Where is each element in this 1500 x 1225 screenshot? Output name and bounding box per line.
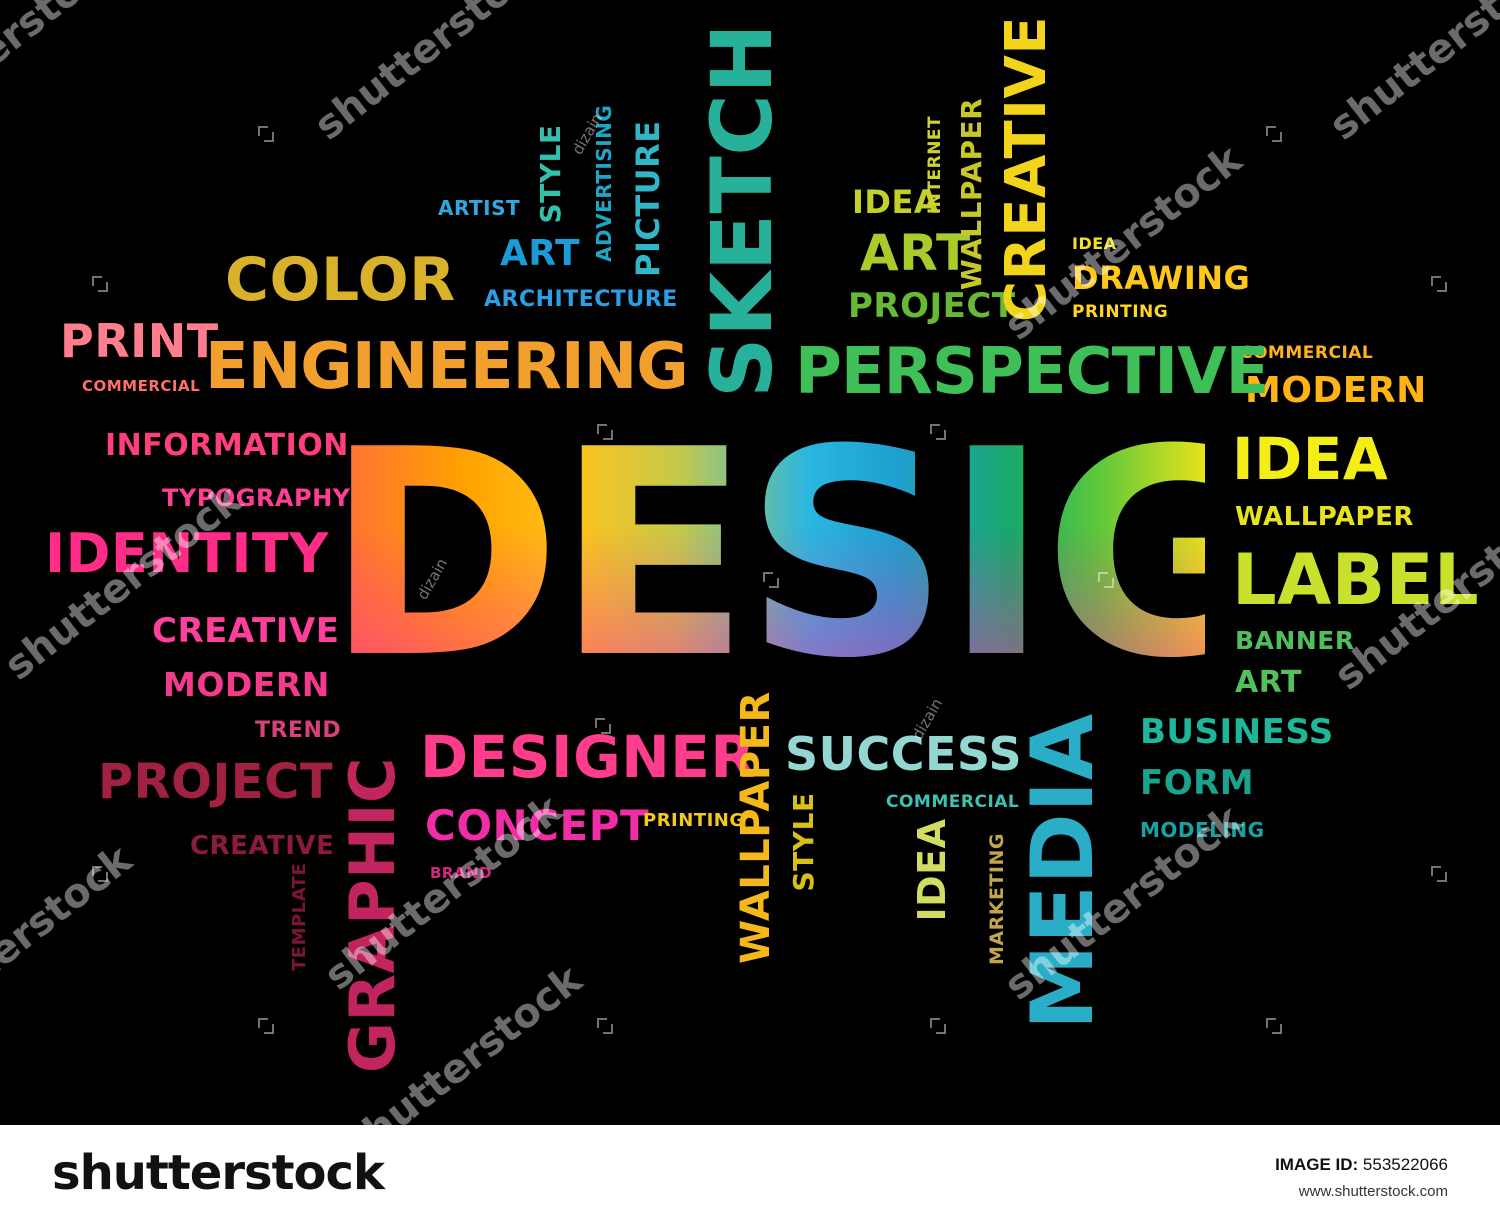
word-typography: TYPOGRAPHY bbox=[162, 484, 351, 512]
word-art-top: ART bbox=[500, 233, 581, 274]
watermark-logo-icon bbox=[597, 424, 613, 440]
word-style-top: STYLE bbox=[534, 124, 567, 224]
footer-brand-logo: shutterstock bbox=[52, 1145, 385, 1201]
word-engineering: ENGINEERING bbox=[205, 330, 689, 404]
word-art-top2: ART bbox=[860, 224, 971, 282]
image-id-label: IMAGE ID: bbox=[1275, 1155, 1359, 1174]
watermark-logo-icon bbox=[92, 276, 108, 292]
word-information: INFORMATION bbox=[105, 428, 349, 463]
word-advertising: ADVERTISING bbox=[592, 104, 616, 262]
word-print: PRINT bbox=[60, 314, 219, 368]
word-idea-bottom: IDEA bbox=[910, 818, 954, 922]
word-idea-right: IDEA bbox=[1232, 425, 1389, 493]
word-business: BUSINESS bbox=[1140, 712, 1334, 752]
watermark-text: shutterstock bbox=[1321, 0, 1500, 150]
word-idea-top: IDEA bbox=[852, 183, 940, 221]
watermark-logo-icon bbox=[930, 424, 946, 440]
word-trend: TREND bbox=[255, 718, 342, 743]
word-modeling: MODELING bbox=[1140, 818, 1265, 842]
word-label: LABEL bbox=[1232, 539, 1480, 621]
watermark-logo-icon bbox=[1431, 866, 1447, 882]
word-artist: ARTIST bbox=[438, 196, 521, 220]
word-banner: BANNER bbox=[1235, 626, 1355, 655]
word-creative-left: CREATIVE bbox=[152, 611, 340, 651]
watermark-text: shutterstock bbox=[0, 836, 141, 1050]
word-designer: DESIGNER bbox=[420, 723, 756, 791]
watermark-logo-icon bbox=[258, 126, 274, 142]
word-creative-bottom-left: CREATIVE bbox=[190, 831, 335, 861]
design-word-shade: DESIGN bbox=[325, 389, 1500, 721]
word-architecture: ARCHITECTURE bbox=[484, 287, 678, 312]
word-printing-top: PRINTING bbox=[1072, 302, 1169, 322]
word-form: FORM bbox=[1140, 763, 1255, 803]
word-style-bottom: STYLE bbox=[787, 792, 820, 892]
watermark-logo-icon bbox=[763, 572, 779, 588]
watermark-logo-icon bbox=[930, 1018, 946, 1034]
word-drawing: DRAWING bbox=[1072, 259, 1251, 297]
watermark-logo-icon bbox=[258, 1018, 274, 1034]
word-concept: CONCEPT bbox=[425, 801, 650, 850]
word-commercial-left: COMMERCIAL bbox=[82, 377, 201, 395]
word-project-left: PROJECT bbox=[98, 754, 334, 810]
word-commercial-bottom: COMMERCIAL bbox=[886, 792, 1020, 812]
word-cloud: DESIGN DESIGN COLOR ENGINEERING PRINT CO… bbox=[0, 0, 1500, 1125]
watermark-logo-icon bbox=[1098, 572, 1114, 588]
word-commercial-right: COMMERCIAL bbox=[1240, 343, 1374, 363]
footer-bar: shutterstock IMAGE ID: 553522066 www.shu… bbox=[0, 1125, 1500, 1225]
word-brand: BRAND bbox=[430, 864, 493, 882]
word-modern-right: MODERN bbox=[1245, 370, 1427, 411]
watermark-logo-icon bbox=[1266, 1018, 1282, 1034]
word-perspective: PERSPECTIVE bbox=[795, 335, 1269, 409]
word-color: COLOR bbox=[225, 245, 456, 315]
watermark-text: shutterstock bbox=[306, 0, 561, 150]
word-wallpaper-bottom: WALLPAPER bbox=[733, 691, 779, 964]
watermark-logo-icon bbox=[597, 1018, 613, 1034]
footer-site: www.shutterstock.com bbox=[1298, 1183, 1448, 1200]
word-internet: INTERNET bbox=[925, 115, 945, 215]
image-id: IMAGE ID: 553522066 bbox=[1275, 1155, 1448, 1175]
word-sketch: SKETCH bbox=[693, 22, 791, 398]
word-idea-small: IDEA bbox=[1072, 234, 1117, 253]
word-modern-left: MODERN bbox=[163, 665, 330, 704]
watermark-logo-icon bbox=[1266, 126, 1282, 142]
word-wallpaper-right: WALLPAPER bbox=[1235, 502, 1414, 532]
word-wallpaper-top: WALLPAPER bbox=[955, 97, 988, 291]
word-template: TEMPLATE bbox=[289, 862, 310, 971]
word-success: SUCCESS bbox=[785, 727, 1023, 781]
word-printing-bottom: PRINTING bbox=[643, 810, 745, 831]
watermark-logo-icon bbox=[92, 866, 108, 882]
word-picture: PICTURE bbox=[629, 120, 667, 277]
word-marketing: MARKETING bbox=[986, 833, 1008, 965]
watermark-text: shutterstock bbox=[0, 0, 131, 150]
image-id-value: 553522066 bbox=[1362, 1155, 1448, 1174]
watermark-logo-icon bbox=[1431, 276, 1447, 292]
word-identity: IDENTITY bbox=[45, 522, 329, 585]
word-art-right: ART bbox=[1235, 665, 1302, 700]
word-project-top: PROJECT bbox=[848, 286, 1016, 326]
watermark-logo-icon bbox=[595, 718, 611, 734]
